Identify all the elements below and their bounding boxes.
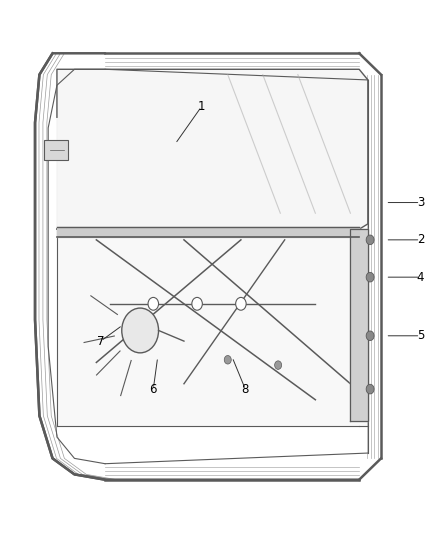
Circle shape — [148, 297, 159, 310]
Circle shape — [192, 297, 202, 310]
Polygon shape — [57, 227, 359, 237]
Text: 5: 5 — [417, 329, 424, 342]
Text: 3: 3 — [417, 196, 424, 209]
Circle shape — [366, 384, 374, 394]
Circle shape — [224, 356, 231, 364]
Polygon shape — [35, 53, 381, 480]
Text: 7: 7 — [97, 335, 105, 348]
Text: 1: 1 — [198, 100, 205, 113]
Circle shape — [122, 308, 159, 353]
Text: 6: 6 — [149, 383, 157, 395]
Circle shape — [366, 235, 374, 245]
Circle shape — [236, 297, 246, 310]
Text: 8: 8 — [242, 383, 249, 395]
Circle shape — [366, 331, 374, 341]
Circle shape — [366, 272, 374, 282]
Polygon shape — [57, 69, 368, 229]
Bar — [44, 140, 68, 160]
Polygon shape — [57, 229, 368, 426]
Circle shape — [275, 361, 282, 369]
Text: 2: 2 — [417, 233, 424, 246]
Polygon shape — [350, 229, 368, 421]
Text: 4: 4 — [417, 271, 424, 284]
